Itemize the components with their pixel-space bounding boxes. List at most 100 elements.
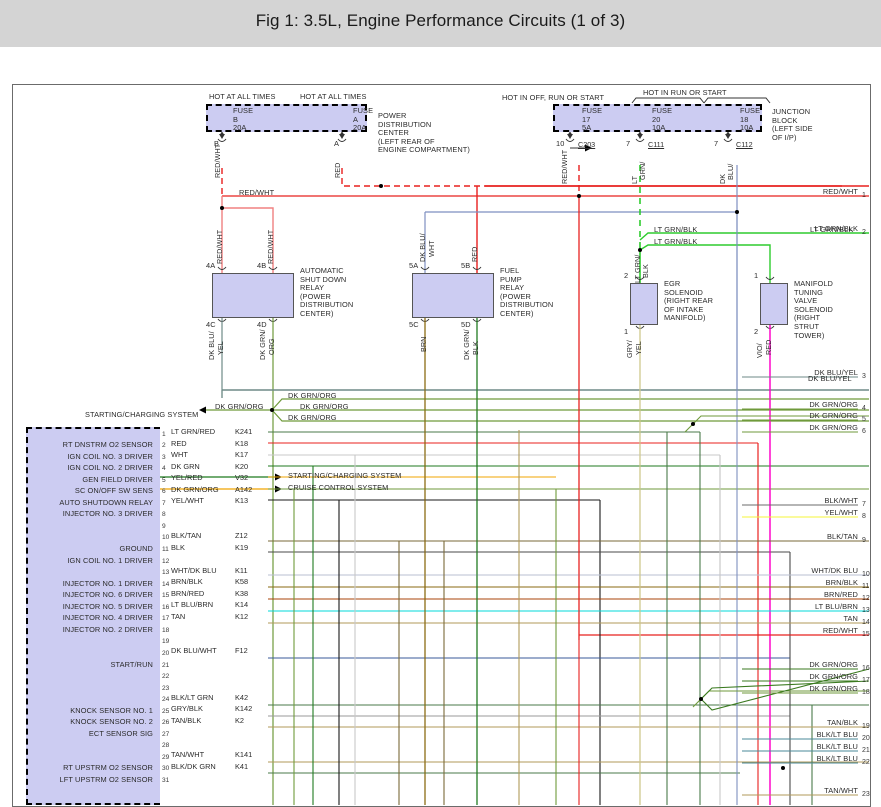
right-edge-label-18: DK GRN/ORG [809,684,858,693]
pcm-pin-name-8: INJECTOR NO. 3 DRIVER [62,509,153,519]
pcm-pin-number-27: 27 [162,730,170,738]
terminal-jb-2 [723,138,733,142]
relay-label-0-0: AUTOMATIC [300,266,344,275]
wire-label-dkgrnorg-b3: DK GRN/ORG [288,413,337,422]
fuse-label-jb-1-0: FUSE [652,106,673,115]
fuse-out-arrow-jb-2-head [725,134,731,139]
pcm-pin-number-19: 19 [162,638,170,646]
pcm-pin-number-1: 1 [162,430,166,438]
pcm-wire-color-2: RED [171,438,187,448]
pdc-description-line-3: (LEFT REAR OF [378,136,435,146]
pcm-circuit-id-11: K19 [235,542,249,552]
pcm-pin-name-30: RT UPSTRM O2 SENSOR [63,763,153,773]
right-edge-number-15: 15 [862,631,870,638]
pcm-pin-name-27: ECT SENSOR SIG [88,728,153,738]
vwire-jb-1-b: GRN/ [638,161,647,180]
relay-pin-0-b: 4B [257,261,267,270]
solenoid-label-0-2: (RIGHT REAR [664,296,714,306]
jb-description-line-1: BLOCK [772,115,798,125]
vlabel-5d-b: BLK [471,341,480,355]
pcm-pin-number-28: 28 [162,742,170,750]
relay-box-0 [212,273,294,318]
pcm-wire-color-6: DK GRN/ORG [171,484,219,494]
right-edge-number-4: 4 [862,405,866,412]
lower-fan-2 [700,680,870,700]
pcm-circuit-id-13: K11 [235,565,248,575]
pcm-pin-number-24: 24 [162,696,170,704]
diagram-canvas: HOT AT ALL TIMES HOT AT ALL TIMES POWER DIS… [13,85,870,805]
vwire-pdc-0: RED/WHT [213,143,222,178]
right-edge-label-14: TAN [843,614,858,623]
right-edge-number-3: 3 [862,373,866,380]
pcm-pin-number-26: 26 [162,719,170,727]
pcm-pin-name-5: GEN FIELD DRIVER [82,474,153,484]
pcm-wire-color-15: BRN/RED [171,588,205,598]
pcm-pin-number-25: 25 [162,707,170,715]
pdc-description-line-4: ENGINE COMPARTMENT) [378,145,470,155]
pcm-pin-number-14: 14 [162,580,170,588]
relay-label-1-1: PUMP [500,274,522,284]
pcm-circuit-id-5: V32 [235,473,249,483]
right-edge-number-16: 16 [862,665,870,672]
solenoid-box-0 [630,283,658,325]
relay-term-0-b [268,266,278,270]
fuse-label-pdc-0-0: FUSE [233,106,254,115]
wire-label-ltgrnblk-2: LT GRN/BLK [654,237,698,246]
pdc-description-line-2: CENTER [378,128,409,138]
jb-description-line-0: JUNCTION [772,107,811,116]
pcm-pin-number-31: 31 [162,777,170,784]
pcm-circuit-id-30: K41 [235,761,249,771]
pcm-pin-number-18: 18 [162,626,170,634]
terminal-jb-0 [565,138,575,142]
fuse-label-jb-0-1: 17 [582,114,591,124]
pcm-circuit-id-17: K12 [235,611,249,621]
vlabel-5d-a: DK GRN/ [462,329,471,360]
vlabel-4c-a: DK BLU/ [207,331,216,360]
right-edge-label-5: DK GRN/ORG [809,411,858,420]
fuse-label-jb-1-1: 20 [652,114,661,124]
vlabel-dkbluwht-a: DK BLU/ [418,233,427,262]
page-title: Fig 1: 3.5L, Engine Performance Circuits… [255,11,626,30]
pcm-pin-number-23: 23 [162,684,170,692]
connector-ref-C112: C112 [736,140,753,149]
fuse-label-pdc-0-1: B [233,114,239,124]
pcm-pin-name-26: KNOCK SENSOR NO. 2 [70,717,153,727]
vlabel-gryyel-b: YEL [634,341,643,355]
right-edge-number-17: 17 [862,677,870,684]
wire-label-dkbluyel-right: DK BLU/YEL [808,374,852,383]
right-edge-label-12: BRN/RED [824,590,858,599]
relay-pin-0-a: 4A [206,261,216,270]
pcm-connector-box [26,427,160,805]
pcm-pin-number-15: 15 [162,592,170,600]
junction-blkltblu [781,766,785,770]
hot-label-jb-run-start: HOT IN RUN OR START [643,88,727,97]
pcm-wire-color-1: LT GRN/RED [171,427,216,436]
pcm-pin-number-17: 17 [162,615,170,623]
right-edge-number-23: 23 [862,791,870,798]
right-edge-label-2: LT GRN/BLK [814,224,858,233]
pcm-pin-number-7: 7 [162,499,166,507]
relay-label-1-0: FUEL [500,266,520,275]
pcm-wire-color-13: WHT/DK BLU [171,565,217,575]
right-edge-label-17: DK GRN/ORG [809,672,858,681]
right-edge-number-5: 5 [862,416,866,423]
wire-dkgrnorg-branch-3 [271,409,869,422]
right-edge-number-20: 20 [862,735,870,742]
fuse-label-jb-2-2: 10A [740,123,754,133]
right-edge-label-4: DK GRN/ORG [809,400,858,409]
pcm-pin-number-11: 11 [162,546,169,553]
wire-ltgrnblk-to-mtv [639,244,771,283]
hot-label-pdc-a: HOT AT ALL TIMES [300,92,367,101]
right-edge-label-21: BLK/LT BLU [816,742,858,751]
wire-dkgrnorg-branch-1 [271,398,869,411]
pcm-circuit-id-2: K18 [235,438,249,448]
relay-label-0-5: CENTER) [300,309,334,318]
solenoid-pin-bot-0: 1 [624,327,629,336]
pcm-wire-color-30: BLK/DK GRN [171,761,216,771]
pcm-pin-number-16: 16 [162,603,170,611]
vlabel-dkbluwht-b: WHT [427,240,436,257]
solenoid-label-1-6: TOWER) [794,330,825,340]
right-edge-label-10: WHT/DK BLU [811,566,858,575]
right-edge-number-6: 6 [862,428,866,435]
right-edge-label-22: BLK/LT BLU [816,754,858,763]
